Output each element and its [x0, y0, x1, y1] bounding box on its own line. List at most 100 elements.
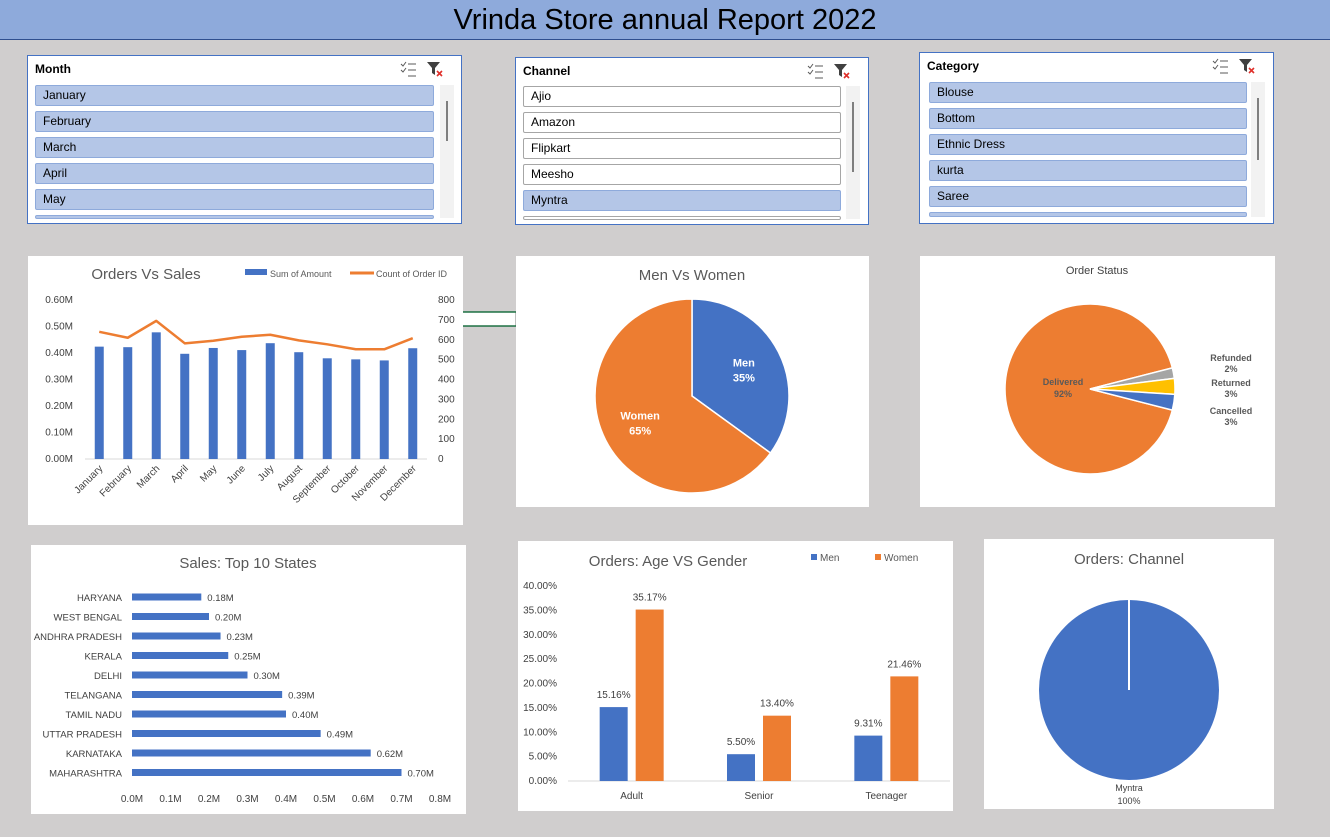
y-tick-label: 25.00%	[523, 654, 557, 665]
x-tick-label-adult: Adult	[620, 791, 643, 802]
chart-title: Men Vs Women	[639, 267, 745, 284]
slicer-item-may[interactable]: May	[35, 189, 434, 210]
channel-slicer[interactable]: Channel Ajio Amazon Flipkart Meesho Mynt…	[515, 57, 869, 225]
data-label-senior-men: 5.50%	[727, 737, 755, 748]
y-right-tick-label: 400	[438, 375, 455, 386]
data-label-maharashtra: 0.70M	[408, 769, 434, 780]
slicer-icons	[400, 61, 443, 77]
slicer-item-kurta[interactable]: kurta	[929, 160, 1247, 181]
slicer-item-blouse[interactable]: Blouse	[929, 82, 1247, 103]
multi-select-icon[interactable]	[1212, 58, 1228, 74]
data-label-telangana: 0.39M	[288, 691, 314, 702]
slicer-item-flipkart[interactable]: Flipkart	[523, 138, 841, 159]
x-tick-label-february: February	[98, 463, 134, 499]
y-right-tick-label: 500	[438, 355, 455, 366]
chart-title: Sales: Top 10 States	[179, 555, 316, 572]
scrollbar-thumb[interactable]	[446, 101, 448, 141]
month-slicer[interactable]: Month January February March April May	[27, 55, 462, 224]
x-tick-label-may: May	[198, 463, 219, 484]
slicer-item-label: May	[43, 192, 66, 206]
legend-swatch-women	[875, 554, 881, 560]
scrollbar-thumb[interactable]	[852, 102, 854, 172]
y-right-tick-label: 800	[438, 295, 455, 306]
slicer-item-label: April	[43, 166, 68, 180]
y-tick-label: 20.00%	[523, 679, 557, 690]
multi-select-icon[interactable]	[400, 61, 416, 77]
slicer-item-label: Meesho	[531, 167, 574, 181]
data-label-karnataka: 0.62M	[377, 749, 403, 760]
chart-title: Order Status	[1066, 265, 1129, 277]
scrollbar-thumb[interactable]	[1257, 98, 1259, 160]
men-vs-women-panel[interactable]: Men Vs Women Men 35% Women 65%	[516, 256, 869, 507]
bar-senior-men	[727, 754, 755, 781]
slicer-item-label: March	[43, 140, 77, 154]
bar-senior-women	[763, 715, 791, 781]
slicer-item-february[interactable]: February	[35, 111, 434, 132]
y-tick-label-telangana: TELANGANA	[64, 691, 122, 702]
month-slicer-scrollbar[interactable]	[440, 85, 454, 218]
bar-september	[322, 358, 332, 459]
slicer-item-myntra[interactable]: Myntra	[523, 190, 841, 211]
data-label-tamil-nadu: 0.40M	[292, 710, 318, 721]
bar-telangana	[132, 691, 283, 698]
clear-filter-icon[interactable]	[1239, 59, 1255, 74]
bar-march	[151, 332, 161, 459]
bar-teenager-women	[890, 676, 919, 781]
slicer-item-ethnic-dress[interactable]: Ethnic Dress	[929, 134, 1247, 155]
y-right-tick-label: 200	[438, 414, 455, 425]
bar-july	[265, 343, 275, 459]
slicer-item-march[interactable]: March	[35, 137, 434, 158]
bar-teenager-men	[854, 735, 883, 781]
slicer-item-amazon[interactable]: Amazon	[523, 112, 841, 133]
orders-channel-panel[interactable]: Orders: Channel Myntra 100%	[984, 539, 1274, 809]
y-tick-label-karnataka: KARNATAKA	[66, 749, 123, 760]
category-slicer-header: Category	[927, 59, 980, 73]
month-slicer-header: Month	[35, 62, 71, 76]
slice-label-refunded: Refunded	[1210, 353, 1252, 363]
slicer-item-next-partial[interactable]	[35, 215, 434, 219]
slice-pct-delivered: 92%	[1054, 389, 1072, 399]
x-tick-label-june: June	[225, 463, 248, 486]
slicer-item-saree[interactable]: Saree	[929, 186, 1247, 207]
age-vs-gender-panel[interactable]: Orders: Age VS Gender Men Women 0.00% 5.00% 1…	[518, 541, 953, 811]
x-tick-label-teenager: Teenager	[865, 791, 907, 802]
top-states-chart: Sales: Top 10 States HARYANA 0.18M WEST BEN…	[34, 555, 451, 805]
y-tick-label-delhi: DELHI	[94, 671, 122, 682]
x-tick-label: 0.2M	[198, 794, 220, 805]
slicer-item-ajio[interactable]: Ajio	[523, 86, 841, 107]
data-label-delhi: 0.30M	[254, 671, 280, 682]
y-tick-label-west-bengal: WEST BENGAL	[54, 613, 122, 624]
orders-vs-sales-panel[interactable]: Orders Vs Sales Sum of Amount Count of Ord…	[28, 256, 463, 525]
multi-select-icon[interactable]	[807, 63, 823, 79]
y-left-tick-label: 0.60M	[45, 295, 73, 306]
top-states-panel[interactable]: Sales: Top 10 States HARYANA 0.18M WEST BEN…	[31, 545, 466, 814]
slicer-icons	[1212, 58, 1255, 74]
legend-label-amount: Sum of Amount	[270, 269, 332, 279]
x-tick-label-april: April	[169, 463, 191, 485]
y-right-tick-label: 700	[438, 315, 455, 326]
category-slicer-scrollbar[interactable]	[1251, 82, 1265, 217]
slicer-item-label: January	[43, 88, 86, 102]
data-label-senior-women: 13.40%	[760, 699, 794, 710]
slicer-item-january[interactable]: January	[35, 85, 434, 106]
slicer-item-next-partial[interactable]	[523, 216, 841, 220]
x-tick-label: 0.8M	[429, 794, 451, 805]
legend-label-women: Women	[884, 553, 918, 564]
bar-tamil-nadu	[132, 710, 286, 718]
clear-filter-icon[interactable]	[834, 64, 850, 79]
bar-uttar-pradesh	[132, 730, 321, 737]
slicer-item-meesho[interactable]: Meesho	[523, 164, 841, 185]
clear-filter-icon[interactable]	[427, 62, 443, 77]
slicer-item-april[interactable]: April	[35, 163, 434, 184]
slicer-item-bottom[interactable]: Bottom	[929, 108, 1247, 129]
y-tick-label: 15.00%	[523, 703, 557, 714]
order-status-panel[interactable]: Order Status Delivered 92% Refunded 2% Return…	[920, 256, 1275, 507]
channel-slicer-scrollbar[interactable]	[846, 86, 860, 219]
selected-shape-handle[interactable]	[462, 307, 516, 329]
slice-pct-men: 35%	[733, 373, 755, 385]
slicer-item-next-partial[interactable]	[929, 212, 1247, 217]
pie-slice-men	[691, 298, 790, 455]
data-label-adult-women: 35.17%	[633, 593, 667, 604]
category-slicer[interactable]: Category Blouse Bottom Ethnic Dress kurt…	[919, 52, 1274, 224]
slicer-item-label: Ethnic Dress	[937, 137, 1006, 151]
